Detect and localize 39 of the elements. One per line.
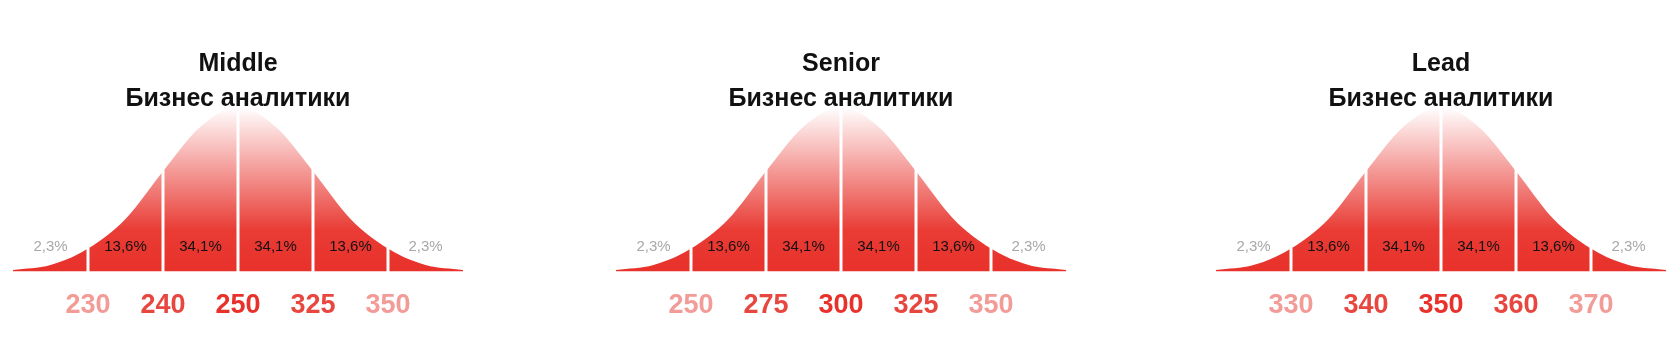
annotation: 34,1% (782, 236, 825, 254)
x-tick-label: 350 (365, 289, 411, 320)
chart-title: Middle (198, 47, 278, 76)
annotation: 34,1% (1382, 236, 1425, 254)
chart-title: Senior (802, 47, 881, 76)
x-tick-label: 325 (893, 289, 939, 320)
x-tick-label: 370 (1568, 289, 1614, 320)
annotation: 34,1% (179, 236, 222, 254)
x-tick-label: 300 (818, 289, 864, 320)
x-tick-label: 360 (1493, 289, 1539, 320)
x-tick-label: 250 (215, 289, 261, 320)
chart-subtitle: Бизнес аналитики (728, 82, 954, 111)
x-tick-label: 230 (65, 289, 111, 320)
x-tick-label: 340 (1343, 289, 1389, 320)
annotation: 13,6% (329, 236, 372, 254)
x-tick-label: 250 (668, 289, 714, 320)
chart-subtitle: Бизнес аналитики (125, 82, 351, 111)
x-tick-label: 350 (1418, 289, 1464, 320)
annotation: 2,3% (1611, 236, 1646, 254)
annotation: 13,6% (707, 236, 750, 254)
annotation: 34,1% (254, 236, 297, 254)
x-tick-label: 350 (968, 289, 1014, 320)
chart-title: Lead (1411, 47, 1471, 76)
annotation: 13,6% (1532, 236, 1575, 254)
annotation: 2,3% (33, 236, 68, 254)
annotation: 13,6% (1307, 236, 1350, 254)
annotation: 13,6% (932, 236, 975, 254)
annotation: 34,1% (857, 236, 900, 254)
x-tick-label: 330 (1268, 289, 1314, 320)
chart-subtitle: Бизнес аналитики (1328, 82, 1554, 111)
annotation: 2,3% (1236, 236, 1271, 254)
x-tick-label: 240 (140, 289, 186, 320)
x-tick-label: 325 (290, 289, 336, 320)
annotation: 2,3% (636, 236, 671, 254)
annotation: 34,1% (1457, 236, 1500, 254)
annotation: 2,3% (1011, 236, 1046, 254)
x-tick-label: 275 (743, 289, 789, 320)
annotation: 2,3% (408, 236, 443, 254)
annotation: 13,6% (104, 236, 147, 254)
